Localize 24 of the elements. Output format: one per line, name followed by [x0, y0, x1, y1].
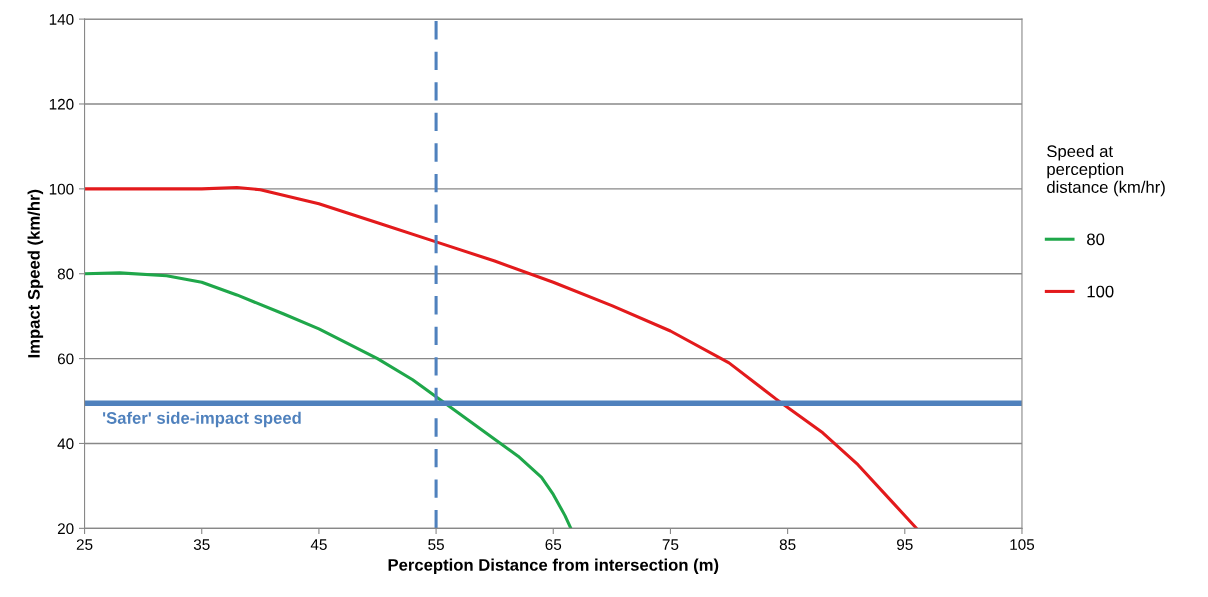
x-tick-label: 85	[779, 539, 796, 550]
x-tick-label: 35	[193, 539, 210, 550]
x-tick-label: 105	[1010, 539, 1035, 550]
x-tick-label: 65	[545, 539, 562, 550]
line-series	[84, 271, 573, 529]
x-axis-title: Perception Distance from intersection (m)	[388, 558, 719, 575]
y-tick-label: 100	[49, 183, 74, 195]
legend-title: Speed at perception distance (km/hr)	[1047, 144, 1165, 197]
x-tick-label: 95	[897, 539, 913, 550]
ref-line-label: 'Safer' side-impact speed	[103, 411, 301, 428]
x-tick-label: 55	[428, 539, 444, 550]
y-tick-label: 140	[49, 13, 74, 25]
legend-label: 80	[1087, 233, 1105, 246]
y-axis-title: Impact Speed (km/hr)	[27, 189, 44, 358]
x-tick-label: 75	[662, 539, 679, 550]
x-tick-label: 25	[76, 539, 93, 550]
legend-label: 100	[1087, 285, 1114, 298]
y-tick-label: 20	[57, 523, 74, 535]
y-tick-label: 120	[49, 98, 74, 110]
y-tick-label: 40	[57, 438, 74, 450]
y-tick-label: 80	[57, 268, 74, 280]
y-tick-label: 60	[57, 353, 74, 365]
x-tick-label: 45	[310, 539, 327, 550]
line-series	[84, 186, 919, 529]
